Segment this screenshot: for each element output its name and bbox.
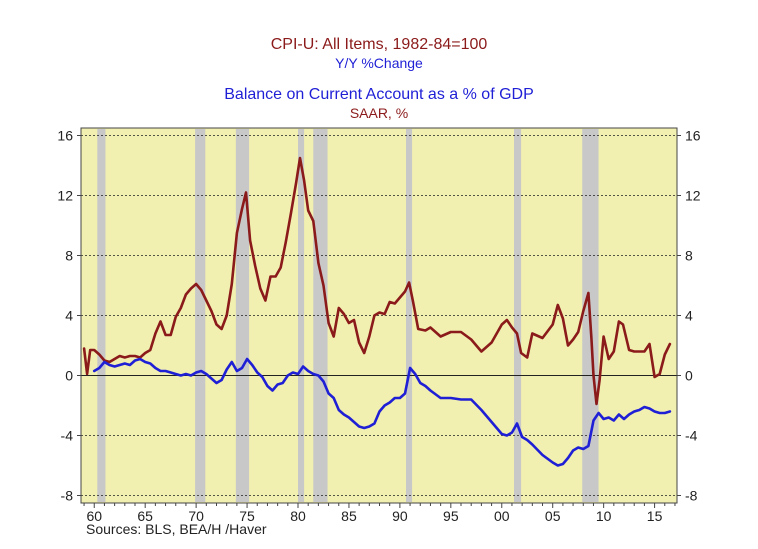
recession-band-1 bbox=[195, 129, 206, 502]
x-tick-label-3: 75 bbox=[239, 508, 255, 524]
bca-title: Balance on Current Account as a % of GDP bbox=[224, 86, 534, 103]
y-tick-label-right-4: 0 bbox=[685, 368, 693, 384]
x-tick-label-8: 00 bbox=[494, 508, 510, 524]
series-lines bbox=[82, 156, 672, 467]
grid-lines bbox=[81, 135, 677, 496]
y-tick-label-left-6: -8 bbox=[61, 488, 74, 504]
y-tick-label-right-1: 12 bbox=[685, 188, 701, 204]
x-tick-label-5: 85 bbox=[341, 508, 357, 524]
cpi-series-line bbox=[82, 156, 672, 406]
y-tick-label-right-6: -8 bbox=[685, 488, 698, 504]
bca-subtitle: SAAR, % bbox=[349, 105, 409, 121]
y-tick-label-left-4: 0 bbox=[65, 368, 73, 384]
y-tick-label-left-2: 8 bbox=[65, 248, 73, 264]
y-tick-label-left-0: 16 bbox=[57, 128, 73, 144]
y-tick-label-right-5: -4 bbox=[685, 428, 698, 444]
x-tick-label-9: 05 bbox=[545, 508, 561, 524]
x-tick-label-6: 90 bbox=[392, 508, 408, 524]
recession-band-4 bbox=[313, 129, 328, 502]
bca-series-line bbox=[92, 357, 672, 467]
x-tick-label-0: 60 bbox=[86, 508, 102, 524]
y-tick-label-right-0: 16 bbox=[685, 128, 701, 144]
x-tick-label-4: 80 bbox=[290, 508, 306, 524]
y-tick-label-left-1: 12 bbox=[57, 188, 73, 204]
sources-note: Sources: BLS, BEA/H /Haver bbox=[86, 521, 267, 537]
x-tick-label-7: 95 bbox=[443, 508, 459, 524]
cpi-subtitle: Y/Y %Change bbox=[335, 55, 423, 71]
y-tick-label-right-2: 8 bbox=[685, 248, 693, 264]
x-tick-label-2: 70 bbox=[188, 508, 204, 524]
cpi-title: CPI-U: All Items, 1982-84=100 bbox=[270, 36, 488, 53]
x-tick-label-10: 10 bbox=[596, 508, 612, 524]
x-tick-label-1: 65 bbox=[137, 508, 153, 524]
y-tick-label-left-3: 4 bbox=[65, 308, 73, 324]
x-tick-label-11: 15 bbox=[647, 508, 663, 524]
y-tick-label-left-5: -4 bbox=[61, 428, 74, 444]
y-tick-label-right-3: 4 bbox=[685, 308, 693, 324]
